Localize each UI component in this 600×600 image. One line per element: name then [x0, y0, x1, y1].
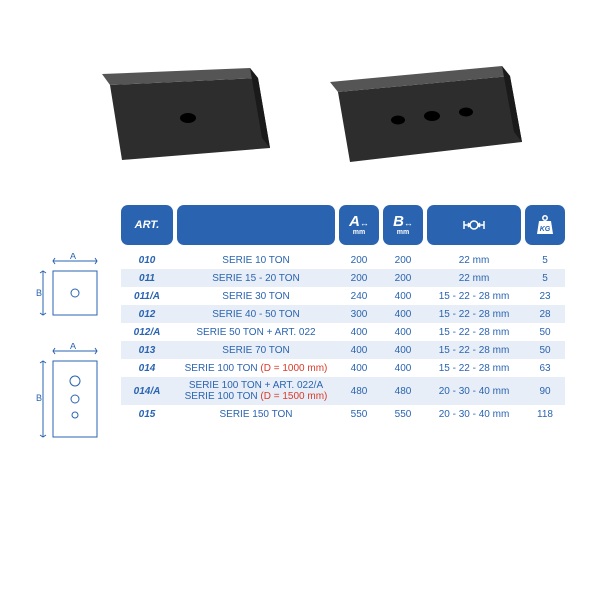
- cell-b: 400: [383, 342, 423, 359]
- cell-a: 480: [339, 383, 379, 400]
- cell-art: 010: [121, 252, 173, 269]
- cell-description: SERIE 50 TON + ART. 022: [177, 324, 335, 341]
- weight-icon: KG: [533, 213, 557, 237]
- cell-b: 200: [383, 252, 423, 269]
- cell-a: 240: [339, 288, 379, 305]
- table-row: 014/ASERIE 100 TON + ART. 022/ASERIE 100…: [121, 377, 565, 405]
- cell-b: 200: [383, 270, 423, 287]
- table-header: ART. A↔ mm B↔ mm: [121, 205, 565, 245]
- cell-description: SERIE 40 - 50 TON: [177, 306, 335, 323]
- diagram-single-hole: A B: [35, 253, 107, 331]
- cell-description: SERIE 10 TON: [177, 252, 335, 269]
- dimension-diagrams: A B A B: [35, 205, 107, 453]
- cell-b: 480: [383, 383, 423, 400]
- cell-hole: 15 - 22 - 28 mm: [427, 342, 521, 359]
- cell-hole: 15 - 22 - 28 mm: [427, 306, 521, 323]
- diagram-three-holes: A B: [35, 343, 107, 453]
- label-A: A: [70, 253, 76, 261]
- cell-b: 400: [383, 306, 423, 323]
- cell-kg: 28: [525, 306, 565, 323]
- cell-art: 013: [121, 342, 173, 359]
- cell-b: 550: [383, 406, 423, 423]
- label-B: B: [36, 288, 42, 298]
- cell-hole: 15 - 22 - 28 mm: [427, 360, 521, 377]
- cell-art: 012: [121, 306, 173, 323]
- cell-kg: 63: [525, 360, 565, 377]
- cell-kg: 90: [525, 383, 565, 400]
- th-description: [177, 205, 335, 245]
- label-A2: A: [70, 343, 76, 351]
- svg-text:KG: KG: [540, 226, 551, 233]
- th-hole: [427, 205, 521, 245]
- cell-kg: 23: [525, 288, 565, 305]
- cell-a: 300: [339, 306, 379, 323]
- th-dim-b: B↔ mm: [383, 205, 423, 245]
- cell-description: SERIE 150 TON: [177, 406, 335, 423]
- cell-b: 400: [383, 288, 423, 305]
- cell-a: 200: [339, 270, 379, 287]
- cell-a: 200: [339, 252, 379, 269]
- cell-a: 400: [339, 342, 379, 359]
- cell-kg: 118: [525, 406, 565, 423]
- cell-art: 014: [121, 360, 173, 377]
- table-row: 014SERIE 100 TON (D = 1000 mm)40040015 -…: [121, 359, 565, 377]
- cell-art: 011/A: [121, 288, 173, 305]
- spec-table: ART. A↔ mm B↔ mm: [121, 205, 565, 453]
- cell-a: 400: [339, 324, 379, 341]
- cell-art: 014/A: [121, 383, 173, 400]
- table-row: 011/ASERIE 30 TON24040015 - 22 - 28 mm23: [121, 287, 565, 305]
- cell-hole: 20 - 30 - 40 mm: [427, 406, 521, 423]
- cell-hole: 20 - 30 - 40 mm: [427, 383, 521, 400]
- cell-hole: 15 - 22 - 28 mm: [427, 324, 521, 341]
- cell-description: SERIE 100 TON + ART. 022/ASERIE 100 TON …: [177, 377, 335, 405]
- cell-hole: 15 - 22 - 28 mm: [427, 288, 521, 305]
- label-B2: B: [36, 393, 42, 403]
- cell-art: 011: [121, 270, 173, 287]
- table-body: 010SERIE 10 TON20020022 mm5011SERIE 15 -…: [121, 251, 565, 423]
- cell-description: SERIE 100 TON (D = 1000 mm): [177, 360, 335, 377]
- plate-single-hole: [90, 50, 280, 180]
- table-row: 013SERIE 70 TON40040015 - 22 - 28 mm50: [121, 341, 565, 359]
- cell-a: 550: [339, 406, 379, 423]
- product-images: [35, 50, 565, 180]
- cell-b: 400: [383, 324, 423, 341]
- cell-art: 015: [121, 406, 173, 423]
- cell-hole: 22 mm: [427, 270, 521, 287]
- hole-icon: [461, 212, 487, 238]
- table-row: 012SERIE 40 - 50 TON30040015 - 22 - 28 m…: [121, 305, 565, 323]
- th-art: ART.: [121, 205, 173, 245]
- cell-art: 012/A: [121, 324, 173, 341]
- cell-kg: 50: [525, 342, 565, 359]
- table-row: 012/ASERIE 50 TON + ART. 02240040015 - 2…: [121, 323, 565, 341]
- cell-kg: 5: [525, 252, 565, 269]
- cell-kg: 50: [525, 324, 565, 341]
- th-weight: KG: [525, 205, 565, 245]
- cell-description: SERIE 70 TON: [177, 342, 335, 359]
- cell-b: 400: [383, 360, 423, 377]
- table-row: 011SERIE 15 - 20 TON20020022 mm5: [121, 269, 565, 287]
- plate-three-holes: [320, 50, 510, 180]
- cell-description: SERIE 30 TON: [177, 288, 335, 305]
- th-dim-a: A↔ mm: [339, 205, 379, 245]
- cell-a: 400: [339, 360, 379, 377]
- table-row: 010SERIE 10 TON20020022 mm5: [121, 251, 565, 269]
- cell-kg: 5: [525, 270, 565, 287]
- table-row: 015SERIE 150 TON55055020 - 30 - 40 mm118: [121, 405, 565, 423]
- cell-hole: 22 mm: [427, 252, 521, 269]
- cell-description: SERIE 15 - 20 TON: [177, 270, 335, 287]
